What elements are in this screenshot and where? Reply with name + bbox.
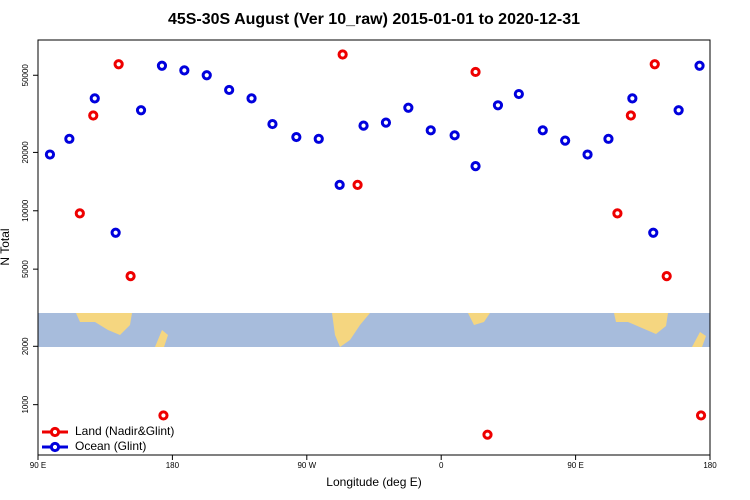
point <box>334 179 345 190</box>
point <box>89 93 100 104</box>
point <box>313 133 324 144</box>
point <box>695 410 707 421</box>
point <box>492 100 504 111</box>
point <box>648 227 659 238</box>
x-axis-label: Longitude (deg E) <box>326 475 421 489</box>
point <box>582 149 593 160</box>
point <box>88 110 99 121</box>
point <box>513 88 524 100</box>
point <box>110 227 121 238</box>
x-tick-label: 0 <box>439 461 444 470</box>
point <box>612 208 623 219</box>
point <box>74 208 85 219</box>
point <box>603 133 614 144</box>
point <box>358 120 369 131</box>
point <box>380 117 392 128</box>
point <box>337 49 348 60</box>
legend-marker <box>49 441 61 453</box>
point <box>291 131 302 143</box>
point <box>482 429 493 440</box>
y-tick-label: 50000 <box>21 64 30 87</box>
x-tick-label: 180 <box>703 461 717 470</box>
point <box>449 130 460 141</box>
y-axis-label: N Total <box>0 228 12 265</box>
x-tick-label: 90 E <box>567 461 583 470</box>
y-tick-label: 2000 <box>21 337 30 355</box>
plot-frame <box>37 39 711 456</box>
point <box>625 110 636 121</box>
legend-marker <box>49 426 61 438</box>
point <box>537 125 548 136</box>
point <box>470 66 481 78</box>
point <box>246 93 257 104</box>
point <box>125 271 136 282</box>
point <box>352 179 363 190</box>
point <box>673 105 684 116</box>
map-band <box>38 313 710 347</box>
point <box>267 118 278 130</box>
point <box>135 105 147 116</box>
point <box>158 410 169 421</box>
y-tick-label: 20000 <box>21 141 30 164</box>
chart-title: 45S-30S August (Ver 10_raw) 2015-01-01 t… <box>168 11 580 28</box>
point <box>661 271 672 282</box>
point <box>64 133 75 144</box>
point <box>179 65 190 76</box>
point <box>627 93 638 104</box>
point <box>113 59 124 70</box>
x-tick-label: 180 <box>166 461 180 470</box>
point <box>156 60 168 71</box>
y-tick-label: 10000 <box>21 199 30 222</box>
point <box>403 102 414 113</box>
x-tick-label: 90 W <box>297 461 316 470</box>
y-tick-label: 1000 <box>21 395 30 413</box>
y-tick-label: 5000 <box>21 260 30 278</box>
point <box>560 135 571 146</box>
point <box>425 125 436 136</box>
legend-label: Ocean (Glint) <box>75 439 146 453</box>
legend-label: Land (Nadir&Glint) <box>75 424 174 438</box>
point <box>44 149 56 160</box>
x-tick-label: 90 E <box>30 461 46 470</box>
point <box>649 59 660 70</box>
point <box>470 160 481 172</box>
point <box>201 70 212 81</box>
point <box>694 60 705 71</box>
point <box>224 84 235 96</box>
